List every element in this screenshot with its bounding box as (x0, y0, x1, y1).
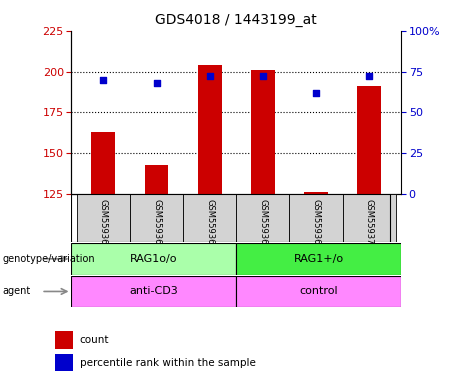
Bar (91, 132, 115, 194)
Point (206, 73, 213, 79)
Title: GDS4018 / 1443199_at: GDS4018 / 1443199_at (155, 13, 317, 27)
Bar (304, 192, 328, 194)
Bar (198, 65, 222, 194)
Text: GSM559367: GSM559367 (205, 199, 214, 250)
Text: control: control (299, 286, 338, 296)
Bar (183, 194, 236, 242)
Bar (71, 276, 236, 307)
Bar (55, 331, 73, 349)
Text: percentile rank within the sample: percentile rank within the sample (79, 358, 255, 368)
Bar (290, 194, 343, 242)
Point (366, 73, 373, 79)
Text: count: count (79, 335, 109, 345)
Bar (236, 194, 290, 242)
Bar (343, 194, 396, 242)
Text: RAG1+/o: RAG1+/o (294, 254, 344, 264)
Text: GSM559370: GSM559370 (365, 199, 374, 250)
Text: GSM559368: GSM559368 (258, 199, 267, 250)
Bar (145, 165, 168, 194)
Text: GSM559366: GSM559366 (152, 199, 161, 250)
Text: anti-CD3: anti-CD3 (130, 286, 178, 296)
Text: genotype/variation: genotype/variation (2, 254, 95, 264)
Point (153, 80, 160, 86)
Text: agent: agent (2, 286, 30, 296)
Bar (55, 354, 73, 371)
Bar (130, 194, 183, 242)
Bar (71, 243, 236, 275)
Text: RAG1o/o: RAG1o/o (130, 254, 177, 264)
Point (312, 90, 319, 96)
Bar (357, 86, 381, 194)
Bar (236, 243, 401, 275)
Bar (77, 194, 130, 242)
Text: GSM559369: GSM559369 (312, 199, 320, 250)
Text: GSM559365: GSM559365 (99, 199, 108, 250)
Bar (236, 276, 401, 307)
Bar (251, 70, 275, 194)
Point (100, 76, 107, 83)
Point (259, 73, 266, 79)
